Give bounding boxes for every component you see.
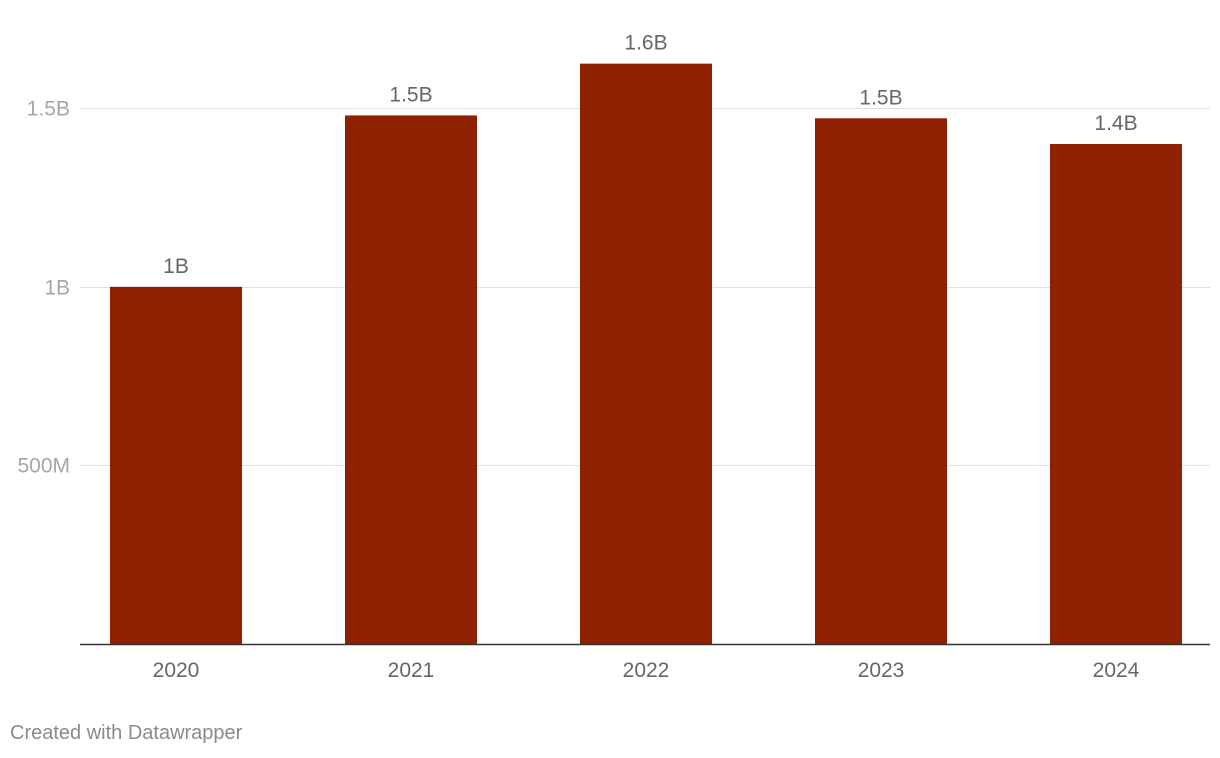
value-label-2021: 1.5B — [389, 83, 432, 106]
y-tick-label: 1.5B — [27, 98, 70, 121]
category-label-2023: 2023 — [858, 659, 905, 682]
category-label-2024: 2024 — [1093, 659, 1140, 682]
y-axis-tick-labels: 500M 1B 1.5B — [17, 98, 70, 478]
y-tick-label: 1B — [44, 277, 70, 300]
value-label-2023: 1.5B — [859, 86, 902, 109]
bar-2024[interactable] — [1050, 144, 1182, 644]
category-label-2022: 2022 — [623, 659, 670, 682]
y-tick-label: 500M — [17, 455, 70, 478]
bar-value-labels: 1B 1.5B 1.6B 1.5B 1.4B — [163, 32, 1137, 278]
bar-2022[interactable] — [580, 63, 712, 644]
bar-2020[interactable] — [110, 286, 242, 644]
category-label-2021: 2021 — [388, 659, 435, 682]
bar-2023[interactable] — [815, 118, 947, 645]
footer-credit: Created with Datawrapper — [10, 722, 243, 744]
bars — [110, 63, 1182, 645]
value-label-2022: 1.6B — [624, 32, 667, 55]
category-label-2020: 2020 — [153, 659, 200, 682]
x-axis-category-labels: 2020 2021 2022 2023 2024 — [153, 659, 1140, 682]
bar-2021[interactable] — [345, 115, 477, 644]
value-label-2024: 1.4B — [1094, 112, 1137, 135]
value-label-2020: 1B — [163, 255, 189, 278]
